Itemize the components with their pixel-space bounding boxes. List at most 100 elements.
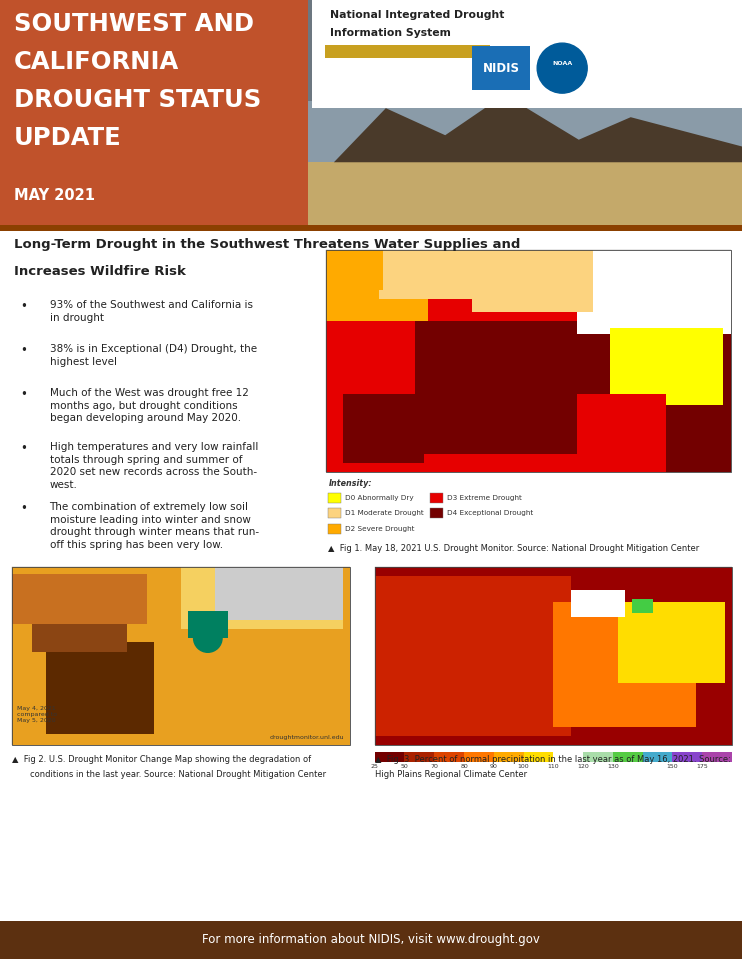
Text: conditions in the last year. Source: National Drought Mitigation Center: conditions in the last year. Source: Nat… — [30, 770, 326, 779]
Text: droughtmonitor.unl.edu: droughtmonitor.unl.edu — [270, 735, 344, 739]
Bar — [329, 508, 341, 519]
Bar — [312, 0, 742, 108]
Bar — [375, 752, 404, 761]
Bar — [46, 642, 188, 735]
Bar — [326, 250, 731, 472]
Text: SOUTHWEST AND: SOUTHWEST AND — [14, 12, 254, 36]
Bar — [375, 567, 732, 745]
Bar — [0, 0, 742, 225]
Text: 25: 25 — [371, 764, 378, 769]
Bar — [524, 752, 554, 761]
Text: 130: 130 — [607, 764, 619, 769]
Bar — [326, 250, 731, 472]
Text: •: • — [20, 387, 27, 401]
Text: DROUGHT STATUS: DROUGHT STATUS — [14, 88, 261, 112]
Bar — [0, 0, 308, 225]
Bar — [571, 590, 625, 617]
Bar — [643, 752, 672, 761]
Bar — [472, 250, 594, 312]
Bar — [0, 225, 742, 231]
Text: 100: 100 — [518, 764, 529, 769]
Bar — [326, 250, 731, 472]
Text: For more information about NIDIS, visit www.drought.gov: For more information about NIDIS, visit … — [202, 933, 540, 947]
Text: Increases Wildfire Risk: Increases Wildfire Risk — [14, 265, 186, 278]
Text: 90: 90 — [490, 764, 498, 769]
Bar — [0, 921, 742, 959]
Bar — [32, 617, 127, 652]
Text: MAY 2021: MAY 2021 — [14, 188, 95, 203]
Text: Long-Term Drought in the Southwest Threatens Water Supplies and: Long-Term Drought in the Southwest Threa… — [14, 238, 520, 251]
Bar — [343, 310, 416, 394]
Bar — [464, 752, 494, 761]
Bar — [0, 162, 742, 225]
Bar — [494, 752, 524, 761]
Circle shape — [194, 623, 222, 652]
Bar — [329, 493, 341, 503]
Bar — [325, 45, 490, 58]
Bar — [672, 752, 702, 761]
Bar — [326, 250, 383, 290]
Text: Drought.gov: Drought.gov — [368, 46, 429, 56]
Bar — [12, 567, 349, 745]
Bar — [434, 752, 464, 761]
Bar — [577, 394, 666, 472]
Text: UPDATE: UPDATE — [14, 126, 122, 150]
Text: 110: 110 — [548, 764, 559, 769]
Text: High temperatures and very low rainfall
totals through spring and summer of
2020: High temperatures and very low rainfall … — [50, 442, 258, 490]
Bar — [577, 250, 731, 335]
Bar — [430, 508, 444, 519]
Bar — [404, 752, 434, 761]
Bar — [379, 250, 521, 298]
Text: 93% of the Southwest and California is
in drought: 93% of the Southwest and California is i… — [50, 300, 252, 322]
Text: Much of the West was drought free 12
months ago, but drought conditions
began de: Much of the West was drought free 12 mon… — [50, 387, 249, 424]
Bar — [399, 321, 594, 455]
Text: NOAA: NOAA — [552, 60, 572, 65]
Text: High Plains Regional Climate Center: High Plains Regional Climate Center — [375, 770, 527, 779]
Bar — [154, 620, 343, 745]
Bar — [12, 567, 349, 745]
Text: Information System: Information System — [330, 28, 451, 38]
Bar — [583, 752, 613, 761]
Bar — [375, 575, 571, 736]
Bar — [329, 524, 341, 534]
Bar — [430, 493, 444, 503]
Text: 120: 120 — [577, 764, 589, 769]
Text: 70: 70 — [430, 764, 439, 769]
Text: National Integrated Drought: National Integrated Drought — [330, 10, 505, 20]
Text: 38% is in Exceptional (D4) Drought, the
highest level: 38% is in Exceptional (D4) Drought, the … — [50, 344, 257, 366]
Bar — [702, 752, 732, 761]
Text: The combination of extremely low soil
moisture leading into winter and snow
drou: The combination of extremely low soil mo… — [50, 502, 259, 550]
Text: D3 Extreme Drought: D3 Extreme Drought — [447, 495, 522, 501]
Bar — [375, 567, 732, 745]
Text: •: • — [20, 502, 27, 515]
Bar — [181, 567, 343, 629]
Bar — [12, 574, 147, 623]
Text: ▲  Fig 1. May 18, 2021 U.S. Drought Monitor. Source: National Drought Mitigation: ▲ Fig 1. May 18, 2021 U.S. Drought Monit… — [329, 544, 700, 553]
Text: D2 Severe Drought: D2 Severe Drought — [346, 526, 415, 532]
Bar — [554, 752, 583, 761]
Bar — [343, 386, 424, 463]
Circle shape — [537, 43, 587, 93]
Text: D1 Moderate Drought: D1 Moderate Drought — [346, 510, 424, 516]
Bar — [188, 612, 228, 638]
Bar — [12, 567, 349, 745]
Text: ▲  Fig 2. U.S. Drought Monitor Change Map showing the degradation of: ▲ Fig 2. U.S. Drought Monitor Change Map… — [12, 755, 311, 764]
Text: D4 Exceptional Drought: D4 Exceptional Drought — [447, 510, 533, 516]
Bar — [617, 602, 725, 683]
Bar — [237, 0, 742, 102]
Text: 150: 150 — [666, 764, 678, 769]
Bar — [613, 752, 643, 761]
Bar — [375, 567, 732, 745]
Text: •: • — [20, 442, 27, 455]
Text: •: • — [20, 300, 27, 313]
Text: NIDIS: NIDIS — [483, 61, 519, 75]
Bar — [577, 283, 731, 472]
Polygon shape — [334, 95, 742, 162]
Bar — [214, 567, 343, 620]
Text: 80: 80 — [460, 764, 468, 769]
Text: •: • — [20, 344, 27, 357]
Bar — [472, 46, 531, 90]
Bar — [326, 250, 427, 321]
Text: CALIFORNIA: CALIFORNIA — [14, 50, 180, 74]
Text: May 4, 2021
compared to
May 5, 2020: May 4, 2021 compared to May 5, 2020 — [17, 706, 57, 723]
